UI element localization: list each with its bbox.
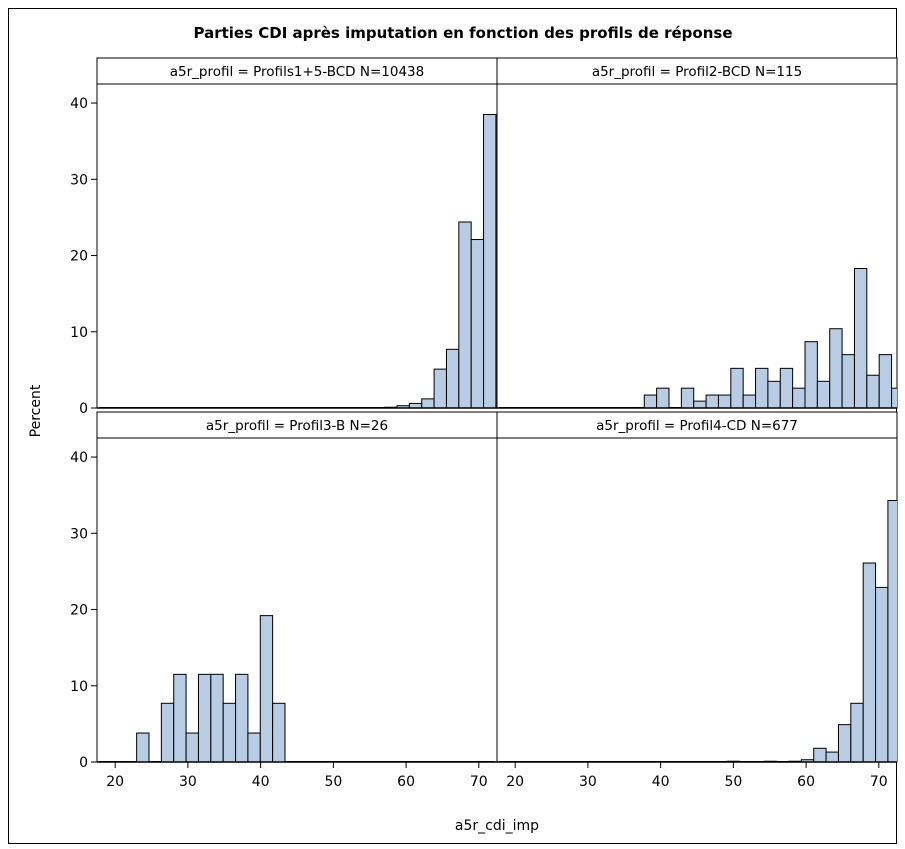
histogram-bar — [731, 368, 743, 408]
histogram-bar — [422, 399, 434, 408]
histogram-bar — [260, 616, 272, 762]
histogram-bar — [198, 674, 210, 762]
histogram-bar — [876, 587, 888, 762]
histogram-bar — [694, 401, 706, 408]
histogram-bar — [186, 733, 198, 762]
x-tick-label: 40 — [252, 774, 270, 790]
panel-plot-area — [97, 438, 497, 762]
x-axis-label: a5r_cdi_imp — [455, 818, 539, 834]
y-axis-label: Percent — [28, 384, 44, 437]
histogram-bar — [161, 703, 173, 762]
histogram-bar — [743, 395, 755, 408]
y-tick-label: 40 — [70, 96, 88, 112]
panel-3: a5r_profil = Profil3-B N=26 — [97, 412, 497, 762]
histogram-bar — [838, 725, 850, 762]
x-tick-label: 70 — [470, 774, 488, 790]
y-tick-label: 20 — [70, 249, 88, 265]
histogram-bar — [471, 240, 483, 408]
x-tick-label: 60 — [397, 774, 415, 790]
panel-header-label: a5r_profil = Profil2-BCD N=115 — [592, 64, 802, 80]
y-tick-label: 30 — [70, 526, 88, 542]
histogram-bar — [446, 349, 458, 408]
histogram-bar — [854, 268, 866, 408]
histogram-bar — [892, 388, 904, 408]
y-tick-label: 10 — [70, 325, 88, 341]
panel-header-label: a5r_profil = Profil4-CD N=677 — [596, 418, 798, 434]
x-tick-label: 70 — [870, 774, 888, 790]
y-tick-label: 0 — [79, 755, 88, 771]
histogram-bar — [484, 114, 496, 408]
histogram-bar — [273, 703, 285, 762]
x-tick-label: 30 — [179, 774, 197, 790]
histogram-bar — [768, 381, 780, 408]
x-tick-label: 20 — [506, 774, 524, 790]
histogram-bar — [780, 368, 792, 408]
x-tick-label: 60 — [797, 774, 815, 790]
histogram-bar — [826, 752, 838, 762]
x-tick-label: 20 — [106, 774, 124, 790]
histogram-bar — [248, 733, 260, 762]
x-tick-label: 30 — [579, 774, 597, 790]
histogram-bar — [706, 395, 718, 408]
panel-4: a5r_profil = Profil4-CD N=677 — [497, 412, 900, 762]
histogram-bar — [644, 395, 656, 408]
histogram-bar — [718, 395, 730, 408]
histogram-bar — [888, 501, 900, 762]
histogram-bar — [657, 388, 669, 408]
y-tick-label: 0 — [79, 401, 88, 417]
y-tick-label: 20 — [70, 603, 88, 619]
y-tick-label: 10 — [70, 679, 88, 695]
x-tick-label: 50 — [724, 774, 742, 790]
histogram-bar — [851, 703, 863, 762]
histogram-bar — [137, 733, 149, 762]
histogram-bar — [863, 563, 875, 762]
y-tick-label: 40 — [70, 450, 88, 466]
histogram-bar — [236, 674, 248, 762]
x-tick-label: 50 — [324, 774, 342, 790]
histogram-bar — [814, 748, 826, 762]
panel-1: a5r_profil = Profils1+5-BCD N=10438 — [97, 58, 497, 408]
histogram-bar — [459, 222, 471, 408]
histogram-bar — [805, 342, 817, 408]
histogram-bar — [842, 355, 854, 408]
histogram-bar — [793, 388, 805, 408]
panel-plot-area — [97, 84, 497, 408]
histogram-bar — [817, 381, 829, 408]
histogram-bar — [867, 375, 879, 408]
histogram-bar — [830, 329, 842, 408]
x-tick-label: 40 — [652, 774, 670, 790]
histogram-bar — [223, 703, 235, 762]
histogram-bar — [434, 369, 446, 408]
panel-header-label: a5r_profil = Profils1+5-BCD N=10438 — [170, 64, 424, 80]
panel-header-label: a5r_profil = Profil3-B N=26 — [206, 418, 388, 434]
histogram-bar — [681, 388, 693, 408]
histogram-bar — [756, 368, 768, 408]
histogram-bar — [211, 674, 223, 762]
chart-title: Parties CDI après imputation en fonction… — [193, 24, 732, 42]
histogram-bar — [174, 674, 186, 762]
histogram-bar — [879, 355, 891, 408]
panel-plot-area — [497, 438, 897, 762]
y-tick-label: 30 — [70, 172, 88, 188]
panel-2: a5r_profil = Profil2-BCD N=115 — [497, 58, 905, 408]
